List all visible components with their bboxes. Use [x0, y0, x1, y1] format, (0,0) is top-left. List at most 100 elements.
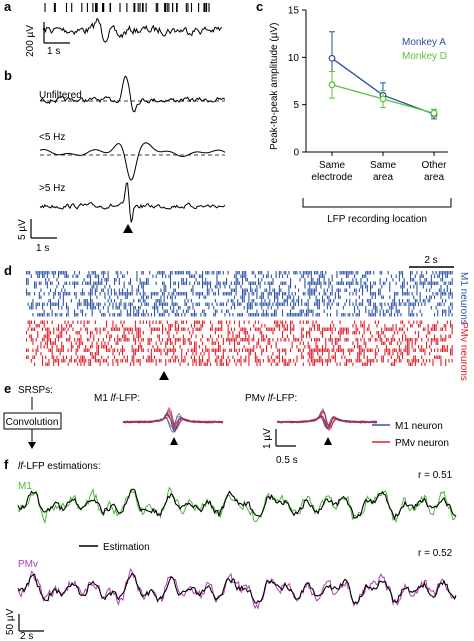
- raster-tick: [411, 302, 413, 306]
- raster-tick: [83, 324, 85, 328]
- raster-tick: [358, 309, 360, 313]
- raster-tick: [430, 274, 432, 278]
- raster-tick: [235, 285, 237, 289]
- raster-tick: [165, 341, 167, 345]
- raster-tick: [75, 359, 77, 363]
- raster-tick: [192, 352, 194, 356]
- raster-tick: [277, 348, 279, 352]
- raster-tick: [56, 334, 58, 338]
- raster-tick: [278, 271, 280, 275]
- raster-tick: [88, 292, 90, 296]
- raster-tick: [366, 348, 368, 352]
- raster-tick: [272, 302, 274, 306]
- raster-tick: [165, 345, 167, 349]
- raster-tick: [389, 327, 391, 331]
- raster-tick: [274, 295, 276, 299]
- raster-tick: [80, 341, 82, 345]
- raster-tick: [358, 352, 360, 356]
- raster-tick: [312, 352, 314, 356]
- raster-tick: [99, 309, 101, 313]
- raster-tick: [216, 362, 218, 366]
- raster-tick: [410, 362, 412, 366]
- raster-tick: [448, 306, 450, 310]
- raster-tick: [109, 334, 111, 338]
- raster-tick: [171, 271, 173, 275]
- raster-tick: [133, 348, 135, 352]
- raster-tick: [379, 302, 381, 306]
- raster-tick: [331, 302, 333, 306]
- raster-tick: [56, 285, 58, 289]
- raster-tick: [187, 271, 189, 275]
- raster-tick: [442, 338, 444, 342]
- panel-d-label: d: [4, 263, 12, 278]
- raster-tick: [115, 324, 117, 328]
- raster-tick: [221, 359, 223, 363]
- raster-tick: [402, 299, 404, 303]
- raster-tick: [288, 271, 290, 275]
- raster-tick: [262, 274, 264, 278]
- raster-tick: [42, 313, 44, 317]
- raster-tick: [424, 362, 426, 366]
- raster-tick: [154, 306, 156, 310]
- raster-tick: [213, 341, 215, 345]
- raster-tick: [293, 271, 295, 275]
- raster-tick: [85, 327, 87, 331]
- raster-tick: [158, 271, 160, 275]
- raster-tick: [434, 327, 436, 331]
- raster-tick: [125, 338, 127, 342]
- raster-tick: [403, 331, 405, 335]
- raster-tick: [413, 320, 415, 324]
- raster-tick: [253, 334, 255, 338]
- raster-tick: [424, 299, 426, 303]
- raster-tick: [382, 295, 384, 299]
- raster-tick: [104, 285, 106, 289]
- raster-tick: [216, 278, 218, 282]
- raster-tick: [395, 274, 397, 278]
- raster-tick: [240, 355, 242, 359]
- raster-tick: [272, 338, 274, 342]
- raster-tick: [99, 359, 101, 363]
- raster-tick: [56, 359, 58, 363]
- raster-tick: [347, 327, 349, 331]
- raster-tick: [115, 306, 117, 310]
- raster-tick: [152, 320, 154, 324]
- raster-tick: [117, 359, 119, 363]
- raster-tick: [306, 331, 308, 335]
- raster-tick: [266, 327, 268, 331]
- raster-tick: [278, 327, 280, 331]
- raster-tick: [80, 302, 82, 306]
- raster-tick: [117, 338, 119, 342]
- raster-tick: [315, 359, 317, 363]
- raster-tick: [51, 302, 53, 306]
- raster-tick: [88, 281, 90, 285]
- raster-tick: [323, 309, 325, 313]
- raster-tick: [288, 338, 290, 342]
- raster-tick: [146, 278, 148, 282]
- raster-tick: [43, 320, 45, 324]
- raster-tick: [379, 288, 381, 292]
- raster-tick: [400, 341, 402, 345]
- raster-tick: [64, 281, 66, 285]
- raster-tick: [246, 306, 248, 310]
- raster-tick: [136, 309, 138, 313]
- raster-tick: [374, 348, 376, 352]
- raster-tick: [261, 295, 263, 299]
- raster-tick: [126, 313, 128, 317]
- raster-tick: [301, 309, 303, 313]
- raster-tick: [30, 334, 32, 338]
- raster-tick: [42, 274, 44, 278]
- raster-tick: [130, 327, 132, 331]
- data-point: [328, 54, 336, 62]
- raster-tick: [85, 299, 87, 303]
- raster-tick: [163, 271, 165, 275]
- raster-tick: [83, 362, 85, 366]
- raster-tick: [344, 338, 346, 342]
- raster-tick: [294, 271, 296, 275]
- raster-tick: [88, 338, 90, 342]
- raster-tick: [162, 281, 164, 285]
- raster-tick: [267, 281, 269, 285]
- raster-tick: [374, 302, 376, 306]
- raster-tick: [451, 271, 453, 275]
- raster-tick: [235, 292, 237, 296]
- raster-tick: [336, 338, 338, 342]
